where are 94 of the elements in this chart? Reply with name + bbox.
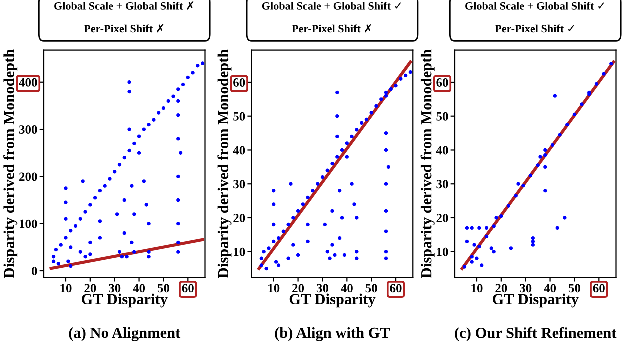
y-tick-label: 300 — [19, 126, 38, 134]
point — [536, 164, 540, 168]
point — [553, 94, 558, 98]
x-tick-label: 30 — [316, 284, 328, 293]
y-tick-label: 40 — [233, 146, 246, 155]
x-tick-label: 10 — [60, 284, 72, 293]
y-tick-label: 30 — [234, 180, 246, 189]
text: Per-Pixel Shift ✗ — [84, 24, 164, 33]
y-tick-label: 10 — [234, 248, 246, 256]
y-axis-title: Disparity derived from Monodepth — [4, 50, 18, 278]
x-tick-label: 50 — [568, 284, 580, 293]
point — [550, 143, 555, 147]
point — [509, 246, 514, 250]
point — [516, 182, 520, 186]
point — [465, 240, 470, 244]
y-tick-label: 20 — [234, 214, 246, 222]
x-tick-label: 30 — [109, 284, 121, 293]
x-tick-label: 20 — [292, 284, 304, 293]
point — [470, 260, 474, 264]
point — [580, 102, 584, 106]
point — [492, 250, 496, 254]
point — [563, 216, 567, 220]
point — [462, 265, 467, 269]
text: (b) Align with GT — [275, 327, 390, 342]
point — [480, 264, 484, 268]
y-tick-label: 20 — [436, 214, 448, 222]
point — [544, 189, 548, 193]
y-tick-label: 40 — [436, 146, 448, 155]
y-tick-label: 0 — [32, 267, 38, 276]
text: Global Scale + Global Shift ✓ — [466, 2, 604, 10]
x-tick-label: 30 — [520, 284, 532, 293]
y-tick-label: 10 — [437, 248, 448, 256]
x-tick-label: 10 — [472, 284, 483, 293]
y-tick-label: 50 — [436, 112, 448, 121]
x-tick-label: 60 — [390, 284, 402, 293]
y-axis-title: Disparity derived from Monodepth — [420, 50, 435, 278]
x-tick-label: 50 — [366, 284, 378, 293]
point — [494, 216, 498, 220]
point — [478, 244, 482, 249]
x-axis-title: GT Disparity — [82, 294, 168, 308]
point — [484, 226, 489, 230]
text: Per-Pixel Shift ✗ — [292, 24, 372, 33]
x-tick-label: 50 — [158, 284, 170, 293]
point — [558, 133, 562, 137]
y-tick-label: 60 — [234, 78, 246, 87]
point — [500, 214, 504, 218]
y-tick-label: 400 — [19, 78, 38, 87]
point — [544, 165, 548, 170]
point — [475, 256, 479, 260]
point — [478, 226, 482, 230]
point — [528, 174, 533, 178]
point — [506, 204, 511, 208]
point — [566, 122, 570, 127]
text: Per-Pixel Shift ✓ — [495, 24, 574, 33]
text: (c) Our Shift Refinement — [455, 327, 617, 342]
point — [538, 155, 542, 159]
x-tick-label: 40 — [133, 284, 146, 293]
point — [472, 243, 476, 247]
point — [465, 226, 470, 230]
x-tick-label: 40 — [341, 284, 353, 293]
text: Global Scale + Global Shift ✗ — [54, 2, 194, 10]
y-tick-label: 200 — [20, 172, 38, 182]
point — [522, 184, 526, 188]
point — [602, 72, 606, 76]
point — [531, 236, 536, 240]
point — [610, 62, 614, 66]
x-tick-label: 60 — [182, 284, 194, 293]
point — [492, 224, 496, 228]
point — [544, 148, 548, 152]
y-tick-label: 30 — [436, 180, 448, 189]
x-tick-label: 10 — [268, 284, 280, 293]
point — [531, 240, 536, 244]
point — [484, 234, 489, 238]
x-tick-label: 20 — [84, 284, 96, 293]
text: Global Scale + Global Shift ✓ — [262, 2, 402, 10]
point — [470, 255, 474, 259]
point — [470, 226, 474, 230]
y-tick-label: 100 — [20, 220, 38, 228]
point — [544, 153, 548, 158]
point — [490, 246, 494, 250]
point — [594, 82, 599, 86]
y-axis-title: Disparity derived from Monodepth — [218, 50, 232, 278]
point — [531, 243, 536, 247]
y-tick-label: 50 — [234, 112, 246, 121]
x-axis-title: GT Disparity — [290, 294, 376, 308]
x-axis-title: GT Disparity — [493, 294, 579, 308]
x-tick-label: 60 — [593, 284, 605, 293]
point — [514, 194, 518, 198]
point — [572, 112, 577, 117]
x-tick-label: 20 — [496, 284, 508, 293]
y-tick-label: 60 — [436, 78, 448, 87]
point — [556, 226, 560, 230]
x-tick-label: 40 — [544, 284, 556, 293]
text: (a) No Alignment — [69, 327, 181, 342]
